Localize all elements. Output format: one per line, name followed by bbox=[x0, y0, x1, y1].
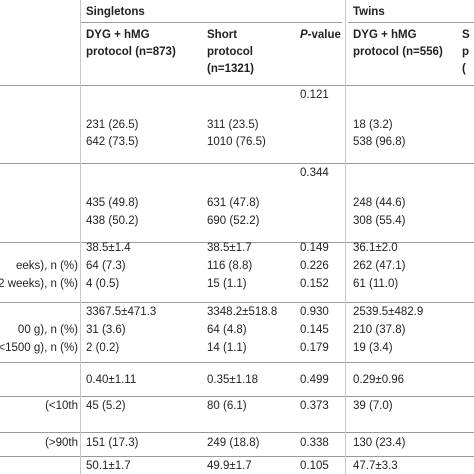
rule bbox=[0, 362, 474, 363]
row-label: eeks), n (%) bbox=[16, 260, 78, 272]
table-cell: 210 (37.8) bbox=[353, 324, 406, 336]
table-cell: 0.930 bbox=[300, 306, 329, 318]
column-header: S bbox=[462, 29, 470, 41]
table-cell: 4 (0.5) bbox=[86, 278, 120, 290]
table-cell: 130 (23.4) bbox=[353, 437, 406, 449]
table-cell: 38.5±1.4 bbox=[86, 242, 131, 254]
table-cell: 64 (7.3) bbox=[86, 260, 126, 272]
table-cell: 0.35±1.18 bbox=[207, 374, 259, 386]
table-cell: 14 (1.1) bbox=[207, 342, 247, 354]
table-cell: 642 (73.5) bbox=[86, 136, 139, 148]
column-header: protocol (n=873) bbox=[86, 46, 176, 58]
rule bbox=[0, 242, 474, 243]
table-cell: 438 (50.2) bbox=[86, 215, 139, 227]
table-cell: 38.5±1.7 bbox=[207, 242, 252, 254]
table-cell: 3367.5±471.3 bbox=[86, 306, 157, 318]
column-header: protocol (n=556) bbox=[353, 46, 443, 58]
row-label: (>90th bbox=[45, 437, 78, 449]
group-header: Twins bbox=[353, 6, 385, 18]
table-cell: 3348.2±518.8 bbox=[207, 306, 278, 318]
column-rule bbox=[80, 0, 81, 474]
table-cell: 36.1±2.0 bbox=[353, 242, 398, 254]
rule bbox=[0, 85, 474, 86]
row-label: 00 g), n (%) bbox=[17, 324, 78, 336]
table-cell: 0.29±0.96 bbox=[353, 374, 405, 386]
table-cell: 0.145 bbox=[300, 324, 329, 336]
table-cell: 15 (1.1) bbox=[207, 278, 247, 290]
table-cell: 0.149 bbox=[300, 242, 329, 254]
table-cell: 64 (4.8) bbox=[207, 324, 247, 336]
column-header: P-value bbox=[300, 29, 341, 41]
column-header: (n=1321) bbox=[207, 63, 254, 75]
rule bbox=[0, 163, 474, 164]
table-cell: 80 (6.1) bbox=[207, 400, 247, 412]
table-cell: 0.40±1.11 bbox=[86, 374, 137, 386]
table-cell: 0.499 bbox=[300, 374, 329, 386]
group-header: Singletons bbox=[86, 6, 145, 18]
table-cell: 0.152 bbox=[300, 278, 329, 290]
table-cell: 47.7±3.3 bbox=[353, 460, 398, 472]
rule bbox=[0, 396, 474, 397]
table-cell: 249 (18.8) bbox=[207, 437, 260, 449]
row-label: 32 weeks), n (%) bbox=[0, 278, 78, 290]
table-cell: 231 (26.5) bbox=[86, 119, 139, 131]
column-header: protocol bbox=[207, 46, 253, 58]
column-rule bbox=[345, 0, 346, 474]
rule bbox=[348, 22, 474, 23]
table-cell: 19 (3.4) bbox=[353, 342, 393, 354]
row-label: (<10th bbox=[45, 400, 78, 412]
column-header: DYG + hMG bbox=[353, 29, 417, 41]
table-cell: 116 (8.8) bbox=[207, 260, 253, 272]
table-cell: 311 (23.5) bbox=[207, 119, 259, 131]
table-cell: 0.226 bbox=[300, 260, 329, 272]
column-header: ( bbox=[462, 63, 466, 75]
table-cell: 538 (96.8) bbox=[353, 136, 406, 148]
table-cell: 0.121 bbox=[300, 89, 329, 101]
table-cell: 49.9±1.7 bbox=[207, 460, 252, 472]
table-cell: 435 (49.8) bbox=[86, 197, 139, 209]
table-cell: 0.344 bbox=[300, 167, 329, 179]
row-label: (<1500 g), n (%) bbox=[0, 342, 78, 354]
table-cell: 2539.5±482.9 bbox=[353, 306, 424, 318]
table-cell: 1010 (76.5) bbox=[207, 136, 266, 148]
table-cell: 248 (44.6) bbox=[353, 197, 406, 209]
table-cell: 151 (17.3) bbox=[86, 437, 139, 449]
rule bbox=[80, 22, 342, 23]
table-cell: 0.105 bbox=[300, 460, 329, 472]
table-cell: 631 (47.8) bbox=[207, 197, 260, 209]
rule bbox=[0, 432, 474, 433]
table-cell: 61 (11.0) bbox=[353, 278, 399, 290]
table-cell: 18 (3.2) bbox=[353, 119, 393, 131]
table-cell: 31 (3.6) bbox=[86, 324, 126, 336]
table-cell: 39 (7.0) bbox=[353, 400, 393, 412]
table-cell: 0.373 bbox=[300, 400, 329, 412]
table-cell: 262 (47.1) bbox=[353, 260, 406, 272]
table-cell: 690 (52.2) bbox=[207, 215, 260, 227]
rule bbox=[0, 302, 474, 303]
column-header: Short bbox=[207, 29, 238, 41]
table-cell: 308 (55.4) bbox=[353, 215, 406, 227]
table-cell: 2 (0.2) bbox=[86, 342, 120, 354]
table-cell: 0.179 bbox=[300, 342, 329, 354]
rule bbox=[0, 456, 474, 457]
table-cell: 45 (5.2) bbox=[86, 400, 126, 412]
table-cell: 0.338 bbox=[300, 437, 329, 449]
column-header: p bbox=[462, 46, 470, 58]
table-cell: 50.1±1.7 bbox=[86, 460, 131, 472]
column-header: DYG + hMG bbox=[86, 29, 150, 41]
